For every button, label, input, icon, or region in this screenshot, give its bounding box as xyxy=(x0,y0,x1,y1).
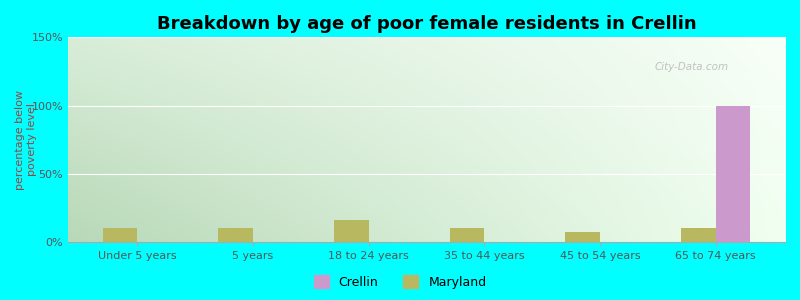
Bar xyxy=(681,228,715,242)
Bar xyxy=(566,232,600,242)
Title: Breakdown by age of poor female residents in Crellin: Breakdown by age of poor female resident… xyxy=(157,15,696,33)
Legend: Crellin, Maryland: Crellin, Maryland xyxy=(309,270,491,294)
Bar xyxy=(334,220,369,242)
Bar xyxy=(218,228,253,242)
Bar xyxy=(102,228,138,242)
Bar xyxy=(715,106,750,242)
Y-axis label: percentage below
poverty level: percentage below poverty level xyxy=(15,90,37,190)
Text: City-Data.com: City-Data.com xyxy=(654,62,729,72)
Bar xyxy=(450,228,484,242)
